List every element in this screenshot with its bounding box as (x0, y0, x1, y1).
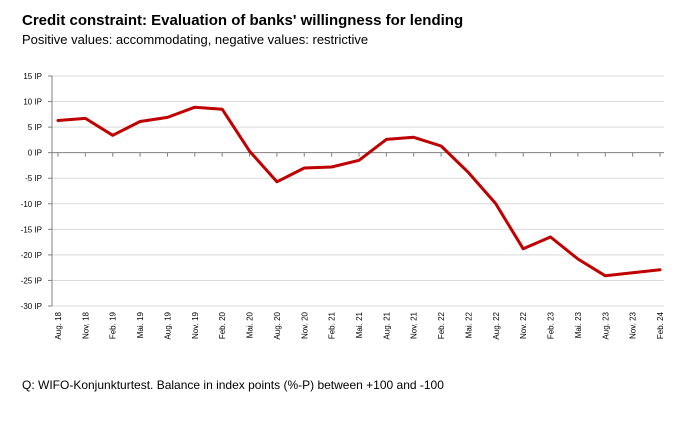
x-tick-label: Aug. 22 (492, 311, 501, 339)
x-tick-label: Aug. 19 (163, 311, 172, 339)
y-tick-label: -5 IP (25, 174, 42, 183)
x-tick-label: Mai. 22 (464, 311, 473, 338)
x-tick-label: Nov. 23 (629, 311, 638, 339)
y-tick-label: 10 IP (23, 98, 42, 107)
x-tick-label: Aug. 20 (273, 311, 282, 339)
x-tick-label: Feb. 23 (547, 311, 556, 339)
x-tick-label: Nov. 22 (519, 311, 528, 339)
x-tick-label: Nov. 21 (410, 311, 419, 339)
x-tick-label: Nov. 20 (300, 311, 309, 339)
y-tick-label: 5 IP (28, 123, 42, 132)
series-line (56, 105, 662, 278)
y-tick-label: -25 IP (21, 276, 42, 285)
x-tick-label: Mai. 23 (574, 311, 583, 338)
x-tick-label: Feb. 19 (109, 311, 118, 339)
axes (48, 75, 664, 307)
x-tick-label: Feb. 24 (656, 311, 665, 339)
y-tick-labels: 15 IP 10 IP 5 IP 0 IP -5 IP -10 IP -15 IP -20 I… (21, 72, 42, 311)
x-tick-label: Mai. 19 (136, 311, 145, 338)
x-tick-label: Mai. 20 (246, 311, 255, 338)
y-tick-label: 15 IP (23, 72, 42, 81)
chart-subtitle: Positive values: accommodating, negative… (22, 32, 369, 47)
x-tick-label: Nov. 19 (191, 311, 200, 339)
gridlines (52, 75, 664, 307)
y-tick-label: -10 IP (21, 200, 42, 209)
series (56, 105, 662, 278)
y-tick-label: -20 IP (21, 251, 42, 260)
y-tick-label: 0 IP (28, 149, 42, 158)
x-tick-label: Aug. 23 (601, 311, 610, 339)
x-tick-label: Feb. 20 (218, 311, 227, 339)
x-tick-label: Mai. 21 (355, 311, 364, 338)
x-tick-labels: Aug. 18 Nov. 18 Feb. 19 Mai. 19 Aug. 19 Nov. … (54, 311, 665, 339)
y-tick-label: -15 IP (21, 225, 42, 234)
x-tick-label: Aug. 21 (382, 311, 391, 339)
chart-title: Credit constraint: Evaluation of banks' … (22, 12, 464, 29)
y-tick-label: -30 IP (21, 302, 42, 311)
x-tick-label: Feb. 22 (437, 311, 446, 339)
source-note: Q: WIFO-Konjunkturtest. Balance in index… (22, 378, 444, 392)
x-tick-label: Feb. 21 (328, 311, 337, 339)
x-tick-label: Aug. 18 (54, 311, 63, 339)
x-tick-label: Nov. 18 (81, 311, 90, 339)
